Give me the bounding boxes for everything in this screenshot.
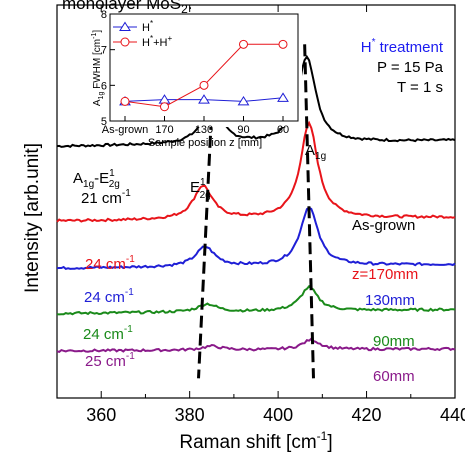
main-x-tick-label: 380	[175, 405, 205, 425]
inset-y-tick-label: 8	[101, 9, 107, 21]
inset-legend: H* H*+H+	[113, 19, 172, 49]
legend-marker-h-star	[119, 21, 131, 31]
dashed-guides	[197, 44, 315, 379]
inset-point-circle	[239, 39, 248, 49]
diff-value-90mm: 24 cm-1	[83, 324, 133, 343]
inset-x-axis-label: Sample position z [mm]	[148, 137, 262, 149]
time-label: T = 1 s	[397, 79, 443, 96]
inset-point-circle	[199, 80, 209, 90]
legend-label-h-star-plus: H*+H+	[142, 34, 172, 49]
a1g-peak-label: A1g	[305, 142, 326, 162]
spectrum-line-1	[56, 120, 456, 223]
inset-axes: 5 6 7 8 As-grown 170 130 90 60	[101, 9, 289, 136]
inset-point-circle	[160, 102, 169, 112]
inset-x-tick-label: 60	[277, 124, 289, 136]
pressure-label: P = 15 Pa	[377, 59, 444, 76]
main-x-tick-label: 440	[440, 405, 465, 425]
inset-x-tick-label: As-grown	[102, 124, 148, 136]
series-label-170mm: z=170mm	[352, 266, 418, 283]
a1g-guide-line	[303, 44, 315, 379]
e2g-peak-label: E1 2g	[190, 177, 211, 201]
main-x-tick-label: 400	[263, 405, 293, 425]
inset-point-circle	[278, 39, 288, 49]
spectrum-line-2	[56, 206, 456, 271]
inset-point-circle	[120, 96, 130, 106]
diff-value-as-grown: 21 cm-1	[81, 188, 131, 207]
series-label-90mm: 90mm	[373, 333, 415, 350]
legend-label-h-star: H*	[142, 19, 153, 34]
inset-y-axis-label: A1g FWHM [cm-1]	[91, 30, 105, 106]
inset-x-tick-label: 170	[155, 124, 173, 136]
diff-value-130mm: 24 cm-1	[84, 287, 134, 306]
inset-point-triangle	[198, 94, 210, 104]
inset-x-tick-label: 130	[195, 124, 213, 136]
inset-y-tick-label: 6	[101, 80, 107, 92]
treatment-label: H* treatment	[361, 37, 444, 56]
series-label-as-grown: As-grown	[352, 217, 415, 234]
e2g-guide-line	[197, 63, 216, 379]
series-label-130mm: 130mm	[365, 292, 415, 309]
inset-series	[119, 39, 289, 112]
main-x-tick-label: 360	[86, 405, 116, 425]
inset-background	[90, 14, 302, 127]
inset-point-triangle	[237, 95, 250, 106]
spectrum-line-0	[56, 54, 456, 148]
main-x-ticks: 360 380 400 420 440	[86, 5, 465, 425]
series-label-60mm: 60mm	[373, 368, 415, 385]
inset-point-triangle	[277, 92, 289, 102]
main-x-axis-label: Raman shift [cm-1]	[179, 429, 332, 453]
spectrum-line-3	[56, 284, 456, 316]
inset-y-tick-label: 7	[101, 45, 107, 57]
main-plot-frame	[56, 4, 456, 399]
main-x-tick-label: 420	[352, 405, 382, 425]
diff-value-60mm: 25 cm-1	[85, 351, 135, 370]
diff-value-170mm: 24 cm-1	[85, 254, 135, 273]
inset-x-tick-label: 90	[237, 124, 249, 136]
main-y-axis-label: Intensity [arb.unit]	[22, 143, 43, 293]
legend-marker-h-star-plus	[120, 37, 130, 47]
inset-y-tick-label: 5	[101, 116, 107, 128]
main-curves	[56, 54, 456, 354]
spectrum-line-4	[56, 337, 456, 354]
peak-difference-label: A1g-E1 2g	[73, 168, 120, 190]
